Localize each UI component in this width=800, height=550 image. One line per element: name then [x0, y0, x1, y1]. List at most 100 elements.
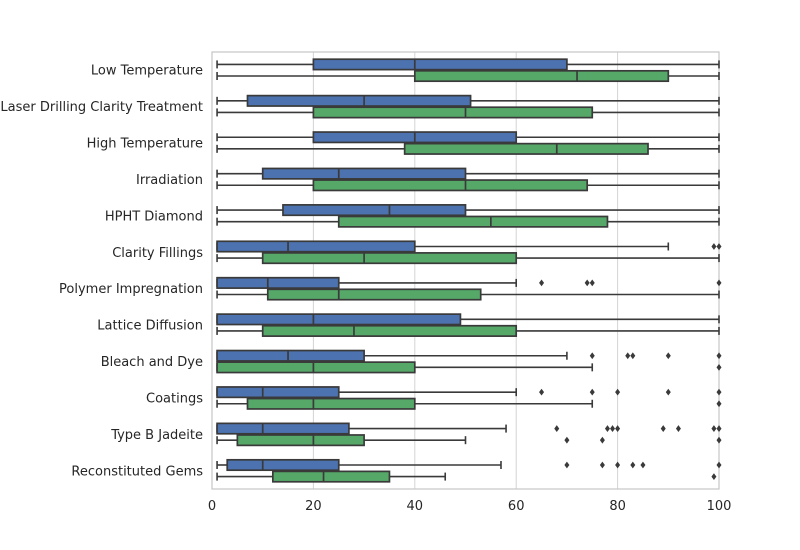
- outlier-point: [630, 461, 636, 469]
- iqr-box: [403, 142, 649, 155]
- y-tick-label-laser-drilling-clarity-treatment: Laser Drilling Clarity Treatment: [0, 100, 203, 115]
- iqr-box: [312, 179, 589, 192]
- box-green-irradiation: [216, 179, 720, 192]
- outlier-point: [716, 243, 722, 250]
- box-green-lattice-diffusion: [216, 324, 720, 337]
- box-blue-bleach-and-dye: [216, 349, 722, 362]
- iqr-box: [261, 324, 518, 337]
- iqr-box: [337, 215, 609, 228]
- outlier-point: [711, 243, 717, 250]
- outlier-point: [665, 388, 671, 396]
- outlier-point: [640, 461, 646, 469]
- outlier-point: [564, 436, 570, 444]
- y-tick-label-irradiation: Irradiation: [136, 173, 203, 188]
- x-tick-label: 60: [508, 499, 525, 514]
- y-tick-label-reconstituted-gems: Reconstituted Gems: [71, 464, 203, 479]
- iqr-box: [216, 240, 416, 253]
- box-green-bleach-and-dye: [216, 361, 722, 374]
- iqr-box: [246, 94, 472, 107]
- outlier-point: [584, 279, 590, 287]
- outlier-point: [539, 388, 545, 396]
- outlier-point: [716, 279, 722, 287]
- outlier-point: [615, 461, 621, 469]
- iqr-box: [216, 349, 365, 362]
- box-blue-laser-drilling-clarity-treatment: [216, 94, 720, 107]
- y-tick-label-low-temperature: Low Temperature: [91, 64, 203, 79]
- x-tick-label: 20: [305, 499, 322, 514]
- x-tick-label: 80: [609, 499, 626, 514]
- iqr-box: [261, 167, 467, 180]
- iqr-box: [312, 106, 594, 119]
- outlier-point: [716, 400, 722, 408]
- y-tick-label-hpht-diamond: HPHT Diamond: [105, 209, 203, 224]
- outlier-point: [589, 388, 595, 396]
- outlier-point: [615, 425, 621, 432]
- iqr-box: [216, 361, 416, 374]
- outlier-point: [599, 436, 605, 444]
- box-blue-hpht-diamond: [216, 204, 720, 217]
- box-green-clarity-fillings: [216, 252, 720, 265]
- outlier-point: [711, 425, 717, 432]
- outlier-point: [615, 388, 621, 396]
- iqr-box: [312, 58, 568, 71]
- x-tick-label: 40: [407, 499, 424, 514]
- iqr-box: [266, 288, 482, 301]
- box-blue-irradiation: [216, 167, 720, 180]
- box-blue-coatings: [216, 386, 722, 399]
- plot-border: [211, 51, 720, 490]
- outlier-point: [660, 425, 666, 432]
- box-green-laser-drilling-clarity-treatment: [216, 106, 720, 119]
- iqr-box: [236, 434, 365, 447]
- iqr-box: [282, 204, 467, 217]
- box-blue-reconstituted-gems: [216, 458, 722, 472]
- outlier-point: [716, 352, 722, 360]
- outlier-point: [630, 352, 636, 360]
- x-tick-label: 100: [707, 499, 732, 514]
- outlier-point: [675, 425, 681, 432]
- iqr-box: [226, 458, 340, 472]
- iqr-box: [413, 69, 670, 83]
- outlier-point: [665, 352, 671, 360]
- iqr-box: [216, 386, 340, 399]
- outlier-point: [716, 388, 722, 396]
- outlier-point: [564, 461, 570, 469]
- outlier-point: [589, 352, 595, 360]
- box-green-high-temperature: [216, 142, 720, 155]
- outlier-point: [716, 461, 722, 469]
- box-green-type-b-jadeite: [216, 434, 722, 447]
- box-green-hpht-diamond: [216, 215, 720, 228]
- iqr-box: [271, 470, 391, 483]
- outlier-point: [716, 425, 722, 432]
- box-blue-high-temperature: [216, 131, 720, 144]
- box-blue-clarity-fillings: [216, 240, 722, 253]
- y-tick-label-high-temperature: High Temperature: [87, 137, 203, 152]
- outlier-point: [610, 425, 616, 432]
- outlier-point: [589, 279, 595, 287]
- iqr-box: [246, 397, 416, 410]
- outlier-point: [625, 352, 631, 360]
- outlier-point: [599, 461, 605, 469]
- box-green-low-temperature: [216, 69, 720, 83]
- box-green-coatings: [216, 397, 722, 410]
- outlier-point: [716, 436, 722, 444]
- y-tick-label-type-b-jadeite: Type B Jadeite: [110, 428, 203, 443]
- y-tick-label-clarity-fillings: Clarity Fillings: [112, 246, 203, 261]
- box-green-reconstituted-gems: [216, 470, 717, 483]
- box-blue-lattice-diffusion: [216, 313, 720, 326]
- y-tick-label-bleach-and-dye: Bleach and Dye: [101, 355, 203, 370]
- box-blue-polymer-impregnation: [216, 276, 722, 289]
- iqr-box: [261, 252, 518, 265]
- outlier-point: [604, 425, 610, 432]
- outlier-point: [711, 473, 717, 480]
- outlier-point: [539, 279, 545, 287]
- iqr-box: [216, 313, 462, 326]
- y-tick-label-coatings: Coatings: [146, 391, 203, 406]
- outlier-point: [554, 425, 560, 432]
- box-blue-low-temperature: [216, 58, 720, 71]
- y-tick-label-lattice-diffusion: Lattice Diffusion: [97, 319, 203, 334]
- iqr-box: [216, 422, 350, 435]
- box-green-polymer-impregnation: [216, 288, 720, 301]
